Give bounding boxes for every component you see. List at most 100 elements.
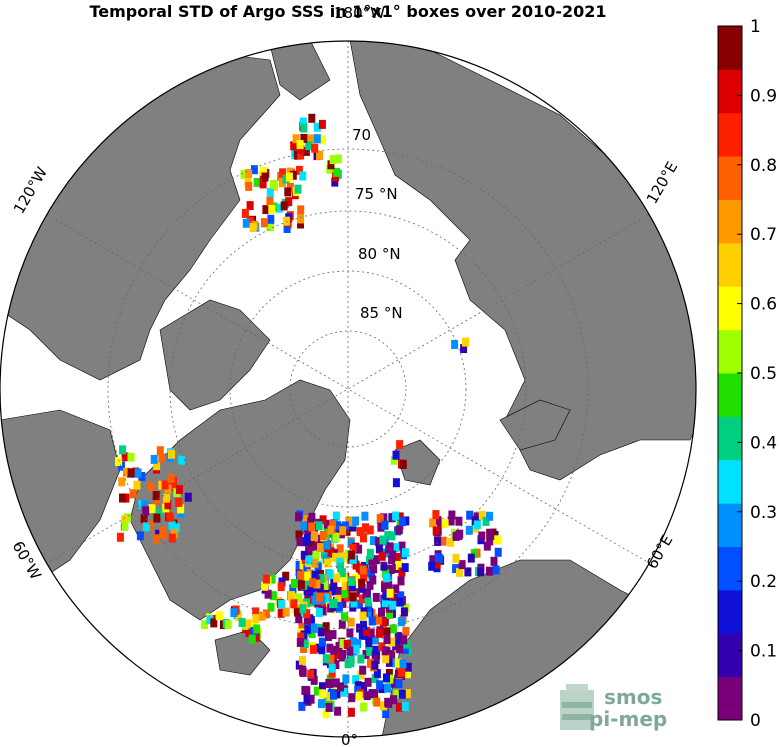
std-cell — [118, 461, 125, 471]
std-cell — [147, 521, 155, 531]
std-cell — [363, 691, 371, 701]
std-cell — [242, 218, 250, 228]
colorbar-tick-label: 0 — [750, 711, 761, 731]
std-cell — [279, 168, 287, 178]
std-cell — [398, 541, 406, 551]
std-cell — [303, 609, 311, 619]
std-cell — [375, 615, 383, 625]
std-cell — [294, 607, 301, 617]
std-cell — [385, 698, 393, 708]
lon-label-120w: 120°W — [10, 164, 51, 217]
std-cell — [252, 607, 260, 617]
std-cell — [133, 480, 141, 490]
std-cell — [300, 644, 308, 653]
std-cell — [275, 203, 283, 213]
std-cell — [376, 680, 384, 690]
std-cell — [224, 620, 232, 630]
std-cell — [313, 122, 321, 132]
std-cell — [317, 574, 325, 583]
std-cell — [402, 626, 410, 636]
std-cell — [334, 594, 342, 604]
std-cell — [486, 536, 494, 546]
lat-label-85: 85 °N — [360, 304, 403, 322]
std-cell — [447, 516, 455, 526]
std-cell — [230, 608, 238, 618]
std-cell — [365, 634, 373, 644]
std-cell — [395, 525, 403, 535]
std-cell — [400, 635, 408, 645]
logo-mark-icon — [560, 684, 594, 730]
std-cell — [473, 520, 481, 530]
std-cell — [375, 628, 383, 638]
std-cell — [300, 550, 308, 560]
std-cell — [393, 689, 401, 699]
std-cell — [349, 522, 357, 532]
std-cell — [299, 655, 306, 665]
std-cell — [252, 632, 260, 642]
std-cell — [366, 647, 374, 657]
std-cell — [334, 521, 342, 531]
std-cell — [119, 493, 126, 503]
std-cell — [392, 478, 400, 488]
std-cell — [371, 635, 379, 645]
std-cell — [386, 609, 394, 619]
std-cell — [322, 654, 330, 664]
std-cell — [244, 177, 252, 187]
std-cell — [304, 615, 311, 625]
std-cell — [464, 567, 472, 577]
std-cell — [451, 340, 459, 349]
colorbar-tick-label: 0.2 — [750, 572, 777, 592]
std-cell — [127, 452, 135, 462]
std-cell — [297, 632, 305, 642]
std-cell — [318, 689, 326, 699]
std-cell — [121, 521, 129, 531]
colorbar-tick-label: 0.4 — [750, 433, 777, 453]
std-cell — [394, 658, 402, 668]
std-cell — [307, 586, 315, 596]
std-cell — [295, 593, 303, 603]
std-cell — [396, 644, 404, 654]
colorbar-tick-label: 0.3 — [750, 503, 777, 523]
std-cell — [355, 563, 363, 573]
std-cell — [297, 214, 304, 224]
std-cell — [153, 461, 161, 471]
std-cell — [386, 542, 394, 552]
std-cell — [140, 500, 148, 510]
std-cell — [395, 679, 403, 688]
std-cell — [328, 663, 336, 673]
std-cell — [358, 594, 366, 604]
std-cell — [400, 607, 408, 617]
std-cell — [327, 160, 335, 170]
graticule — [46, 41, 650, 737]
std-cell — [116, 532, 124, 542]
std-cell — [390, 678, 398, 688]
colorbar-swatch — [718, 112, 742, 157]
std-cell — [383, 573, 391, 583]
std-cell — [361, 511, 369, 521]
std-cell — [249, 223, 257, 232]
std-cell — [235, 611, 243, 621]
map-title: Temporal STD of Argo SSS in 1°x1° boxes … — [89, 2, 606, 21]
std-cell — [305, 555, 313, 565]
std-cell — [390, 455, 398, 465]
std-cell — [260, 218, 268, 228]
std-cell — [330, 578, 338, 588]
std-cell — [261, 172, 269, 182]
std-cell — [277, 608, 285, 618]
colorbar-swatch — [718, 633, 742, 678]
std-cell — [429, 518, 437, 528]
std-cell — [308, 629, 316, 639]
std-cell — [359, 665, 367, 675]
std-cell — [302, 146, 310, 156]
std-cell — [372, 655, 380, 664]
std-cell — [381, 598, 389, 608]
std-cell — [326, 570, 334, 579]
std-cell — [168, 481, 176, 491]
std-cells — [115, 113, 502, 719]
std-cell — [428, 561, 436, 571]
std-cell — [389, 550, 397, 560]
std-cell — [366, 525, 374, 535]
std-cell — [307, 545, 315, 555]
